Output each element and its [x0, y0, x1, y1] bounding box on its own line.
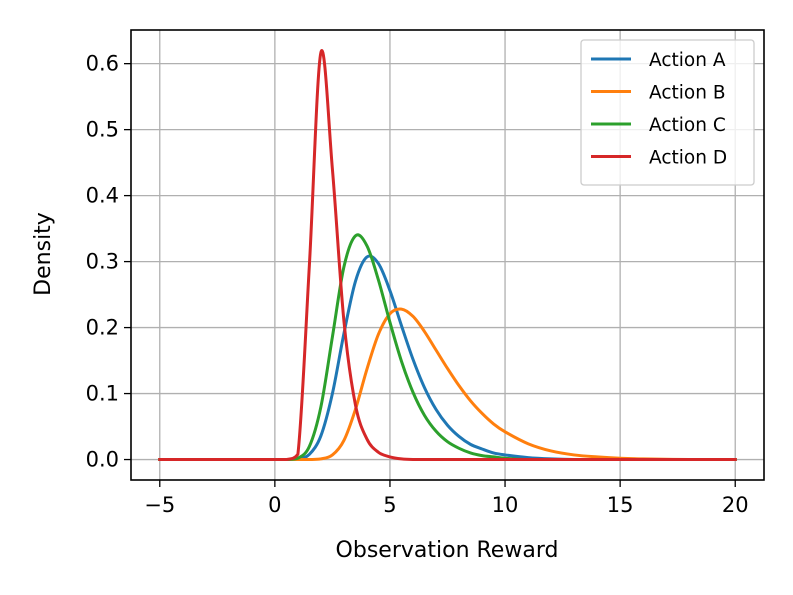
plot-frame: [130, 29, 765, 481]
y-tick-label: 0.3: [86, 250, 119, 274]
density-curves: [158, 49, 737, 462]
legend-entry-label: Action B: [649, 83, 726, 104]
legend-box: [580, 39, 755, 186]
y-tick-label: 0.1: [86, 382, 119, 406]
x-tick-label: −5: [144, 493, 175, 517]
legend-entry-label: Action A: [649, 50, 726, 71]
y-tick-label: 0.5: [86, 118, 119, 142]
y-tick-label: 0.4: [86, 184, 119, 208]
x-axis-label: Observation Reward: [336, 538, 559, 563]
x-tick-label: 10: [492, 493, 519, 517]
series-line-action-d: [158, 49, 737, 462]
x-tick-label: 20: [722, 493, 749, 517]
legend: Action A Action B Action C Action D: [580, 39, 755, 186]
y-tick-label: 0.6: [86, 52, 119, 76]
y-tick-label: 0.2: [86, 316, 119, 340]
series-line-action-b: [158, 307, 737, 462]
y-axis-label: Density: [31, 212, 56, 296]
x-tick-label: 0: [268, 493, 281, 517]
axis-ticks: −5 0 5 10 15 20 0.0 0.1 0.2 0.3 0.4 0.5 0.6: [86, 52, 749, 517]
y-tick-label: 0.0: [86, 448, 119, 472]
x-tick-label: 15: [607, 493, 634, 517]
legend-entry-label: Action D: [649, 148, 727, 169]
series-line-action-a: [158, 254, 737, 462]
legend-entry-label: Action C: [649, 115, 726, 136]
x-tick-label: 5: [383, 493, 396, 517]
